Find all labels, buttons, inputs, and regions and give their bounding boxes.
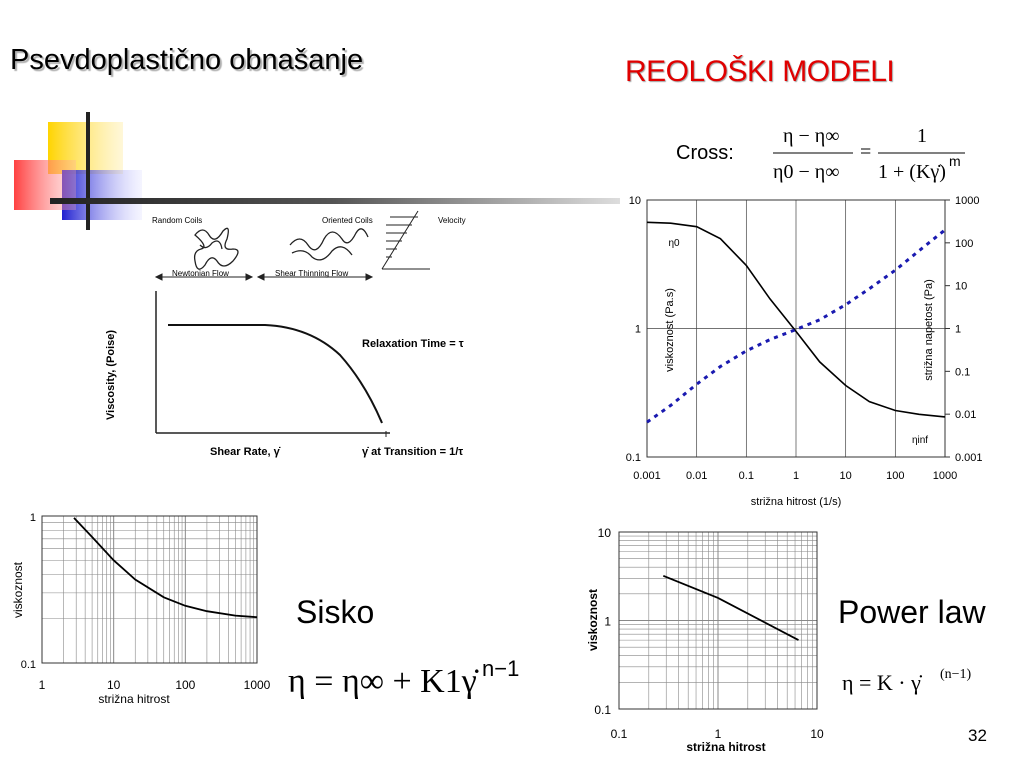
x-tick-label: 0.001: [633, 470, 661, 482]
velocity-label: Velocity: [438, 216, 466, 225]
y2-tick-label: 0.001: [955, 452, 983, 464]
x-tick-label: 10: [107, 678, 121, 692]
plot-frame: [618, 531, 818, 710]
y2-tick-label: 10: [955, 281, 967, 293]
transition-label: γ̇ at Transition = 1/τ: [362, 446, 463, 458]
x-tick-label: 1: [793, 470, 799, 482]
divider-line: [50, 198, 620, 204]
sisko-series: [73, 517, 258, 619]
y-tick-label: 1: [604, 615, 611, 629]
oriented-coils-icon: [289, 228, 369, 261]
viscosity-axis-label: Viscosity, (Poise): [105, 330, 117, 420]
slide-title: Psevdoplastično obnašanje: [10, 44, 364, 76]
y2-tick-label: 0.1: [955, 366, 970, 378]
y-tick-label: 10: [598, 526, 612, 540]
x-tick-label: 1: [715, 727, 722, 741]
x-tick-label: 1: [39, 678, 46, 692]
eta-inf-annotation: ηinf: [912, 435, 928, 446]
oriented-coils-label: Oriented Coils: [322, 216, 373, 225]
cross-numerator-left: η − η∞: [783, 125, 839, 147]
sisko-formula-text: η = η∞ + K1γ̇: [288, 663, 479, 700]
slide-subtitle: REOLOŠKI MODELI: [625, 55, 895, 88]
x-tick-label: 100: [886, 470, 904, 482]
x-tick-label: 100: [175, 678, 195, 692]
y-tick-label: 0.1: [626, 452, 641, 464]
random-coils-icon: [193, 227, 239, 270]
x-tick-label: 0.01: [686, 470, 707, 482]
decorative-squares: [14, 112, 142, 230]
power-law-series: [662, 574, 799, 641]
x-axis-label: strižna hitrost (1/s): [751, 496, 841, 508]
relaxation-label: Relaxation Time = τ: [362, 338, 464, 350]
x-tick-label: 1000: [933, 470, 957, 482]
cross-chart: 0.001 0.01 0.1 1 10 100 1000 0.1 1 10 0.001 0.01 0.1…: [626, 195, 983, 508]
viscosity-curve: [168, 324, 383, 424]
eta0-annotation: η0: [668, 238, 680, 249]
sisko-label: Sisko: [296, 594, 375, 630]
y2-tick-label: 100: [955, 238, 973, 250]
y-axis-label: viskoznost (Pa.s): [664, 288, 676, 372]
y-tick-label: 1: [30, 512, 36, 524]
x-tick-label: 1000: [244, 678, 271, 692]
random-coils-label: Random Coils: [152, 216, 202, 225]
cross-label: Cross:: [676, 142, 734, 164]
sisko-exponent: n−1: [482, 656, 519, 681]
cross-denominator-left: η0 − η∞: [773, 161, 839, 183]
x-tick-label: 10: [840, 470, 852, 482]
cross-numerator-right: 1: [917, 125, 927, 147]
y-axis-label: viskoznost: [11, 561, 25, 618]
cross-formula: η − η∞ η0 − η∞ = 1 1 + (Kγ̇) m: [773, 125, 965, 183]
y-axis-label: viskoznost: [586, 589, 600, 651]
x-axis-label: strižna hitrost: [98, 692, 170, 706]
shear-thinning-label: Shear Thinning Flow: [275, 269, 348, 278]
y2-tick-label: 1000: [955, 195, 979, 207]
shear-rate-label: Shear Rate, γ̇: [210, 446, 281, 458]
y-tick-label: 10: [629, 195, 641, 207]
power-law-formula-text: η = K · γ̇: [842, 670, 923, 695]
cross-exponent: m: [949, 153, 961, 169]
cross-equals: =: [860, 141, 871, 163]
x-tick-label: 10: [810, 727, 824, 741]
cross-denominator-right: 1 + (Kγ̇): [878, 161, 946, 183]
power-law-chart: 0.1 1 10 0.1 1 10 strižna hitrost viskoznost: [586, 526, 824, 754]
y-tick-label: 0.1: [21, 659, 36, 671]
newtonian-flow-label: Newtonian Flow: [172, 269, 229, 278]
x-tick-label: 0.1: [739, 470, 754, 482]
y2-tick-label: 0.01: [955, 409, 976, 421]
y-tick-label: 1: [635, 324, 641, 336]
velocity-profile-icon: [381, 210, 430, 270]
page-number: 32: [968, 726, 987, 745]
shear-thinning-diagram: Random Coils Oriented Coils Velocity New…: [105, 210, 466, 458]
power-law-formula: η = K · γ̇ (n−1): [842, 667, 972, 695]
y-tick-label: 0.1: [594, 703, 611, 717]
power-law-label: Power law: [838, 594, 986, 630]
plot-frame: [41, 515, 258, 664]
power-law-exponent: (n−1): [940, 667, 972, 682]
x-tick-label: 0.1: [611, 727, 628, 741]
sisko-formula: η = η∞ + K1γ̇ n−1: [288, 656, 519, 700]
y2-axis-label: strižna napetost (Pa): [923, 279, 935, 381]
viscosity-series: [646, 221, 946, 418]
y2-tick-label: 1: [955, 324, 961, 336]
x-axis-label: strižna hitrost: [686, 740, 765, 754]
